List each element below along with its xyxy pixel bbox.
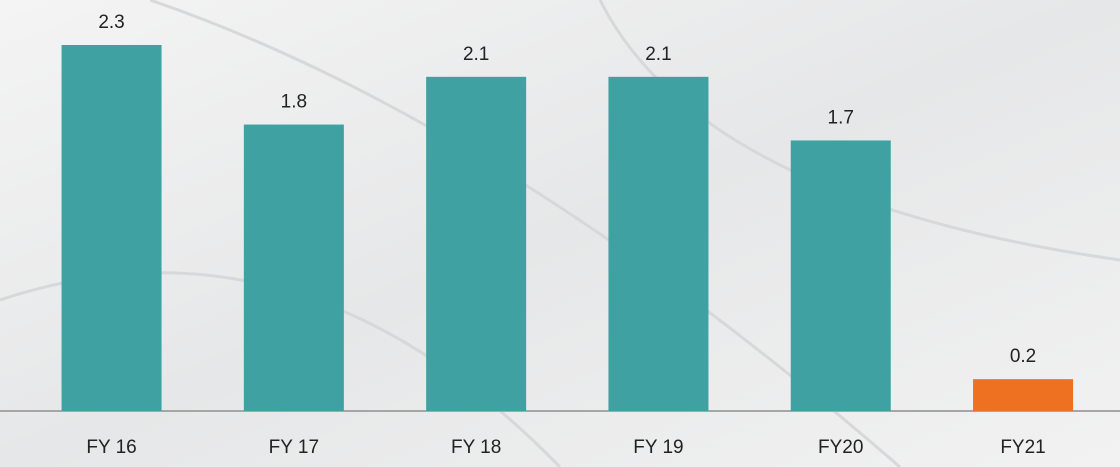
value-label: 0.2 bbox=[1010, 346, 1036, 367]
bar bbox=[608, 77, 708, 411]
x-tick-label: FY 19 bbox=[633, 437, 683, 458]
bar bbox=[973, 379, 1073, 411]
value-label: 2.1 bbox=[463, 44, 489, 65]
value-label: 1.8 bbox=[281, 92, 307, 113]
bar bbox=[426, 77, 526, 411]
x-tick-label: FY21 bbox=[1000, 437, 1045, 458]
bar bbox=[62, 45, 162, 411]
bar bbox=[791, 140, 891, 411]
bar bbox=[244, 125, 344, 411]
x-tick-label: FY20 bbox=[818, 437, 863, 458]
x-tick-label: FY 16 bbox=[86, 437, 136, 458]
page: 2.3 FY 16 1.8 FY 17 2.1 FY 18 2.1 FY 19 1.7 FY20 0… bbox=[0, 0, 1120, 467]
x-tick-label: FY 18 bbox=[451, 437, 501, 458]
value-label: 1.7 bbox=[828, 107, 854, 128]
x-tick-label: FY 17 bbox=[269, 437, 319, 458]
value-label: 2.3 bbox=[98, 12, 124, 33]
chart: 2.3 FY 16 1.8 FY 17 2.1 FY 18 2.1 FY 19 1.7 FY20 0… bbox=[0, 0, 1120, 467]
value-label: 2.1 bbox=[645, 44, 671, 65]
background bbox=[0, 0, 1120, 467]
